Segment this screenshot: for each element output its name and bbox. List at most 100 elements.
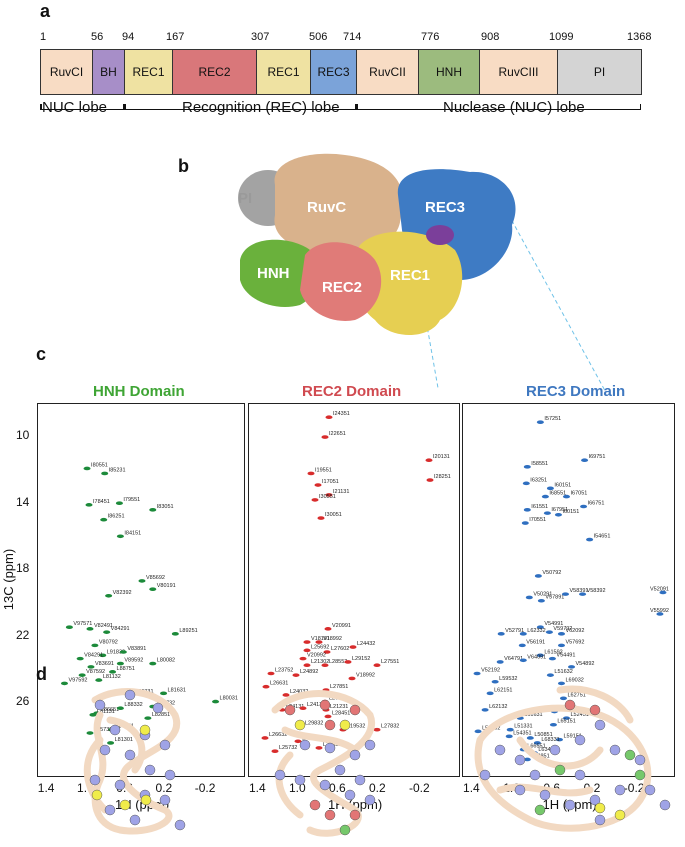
methyl-sphere bbox=[324, 719, 336, 731]
peak-label: I67951 bbox=[551, 507, 568, 513]
peak-label: L25692 bbox=[311, 644, 329, 650]
x-tick-label: 0.2 bbox=[155, 781, 173, 795]
protein-ribbon bbox=[516, 736, 604, 770]
peak-label: V18992 bbox=[323, 636, 342, 642]
nmr-peak bbox=[171, 632, 179, 636]
nmr-peak bbox=[116, 534, 124, 539]
nmr-peak bbox=[89, 713, 97, 717]
peak-label: L62332 bbox=[527, 628, 545, 634]
methyl-sphere bbox=[364, 739, 376, 751]
y-axis-label: 13C (ppm) bbox=[1, 548, 17, 611]
methyl-sphere bbox=[91, 789, 103, 801]
nmr-peak bbox=[267, 671, 275, 676]
methyl-sphere bbox=[594, 802, 606, 814]
x-tick-label: -0.2 bbox=[194, 781, 216, 795]
methyl-sphere bbox=[589, 704, 601, 716]
residue-tick: 167 bbox=[166, 31, 185, 43]
nmr-peak bbox=[537, 598, 545, 603]
nmr-peak bbox=[324, 627, 332, 631]
nmr-peak bbox=[349, 645, 357, 649]
methyl-sphere bbox=[659, 799, 671, 811]
methyl-sphere bbox=[554, 764, 566, 776]
y-tick-label: 26 bbox=[16, 694, 30, 709]
nmr-peak bbox=[321, 663, 329, 668]
peak-label: L81131 bbox=[97, 709, 115, 715]
nmr-peak bbox=[317, 516, 325, 520]
peak-label: L59151 bbox=[563, 734, 581, 740]
peak-label: V52791 bbox=[505, 628, 524, 634]
peak-label: L61631 bbox=[524, 712, 542, 718]
nmr-peak bbox=[321, 435, 329, 439]
spectrum-title: HNH Domain bbox=[93, 383, 185, 400]
spectrum-canvas: I57251 I69751 I58551 I63251 I60151 I68551 I670… bbox=[473, 416, 669, 762]
methyl-sphere bbox=[364, 794, 376, 806]
peak-label: L62751 bbox=[567, 692, 585, 698]
nmr-peak bbox=[262, 684, 270, 689]
peak-label: I60151 bbox=[562, 509, 579, 515]
domain-segment-rec3: REC3 bbox=[310, 49, 357, 95]
peak-label: L62151 bbox=[494, 687, 512, 693]
peak-label: V59792 bbox=[553, 626, 572, 632]
nmr-peak bbox=[86, 627, 94, 631]
nmr-peak bbox=[103, 630, 111, 634]
spectrum-plot: I24351 I22651 I20131 I28251 I19551 I17051 I211… bbox=[248, 403, 460, 777]
peak-label: V50291 bbox=[533, 591, 552, 597]
nmr-peak bbox=[579, 592, 587, 596]
nmr-peak bbox=[311, 498, 319, 502]
peak-label: L82851 bbox=[152, 712, 170, 718]
peak-label: V58391 bbox=[569, 588, 588, 594]
panel-label-d: d bbox=[36, 664, 47, 684]
methyl-sphere bbox=[479, 769, 491, 781]
nmr-peak bbox=[559, 696, 567, 701]
peak-label: L80031 bbox=[220, 696, 238, 702]
peak-label: I78451 bbox=[93, 499, 110, 505]
peak-label: V84291 bbox=[111, 626, 130, 632]
nmr-peak bbox=[116, 661, 124, 666]
nmr-peak bbox=[545, 630, 553, 634]
nmr-peak bbox=[282, 693, 290, 697]
lobe-label: NUC lobe bbox=[42, 99, 108, 116]
nmr-peak bbox=[526, 736, 534, 740]
peak-label: V89592 bbox=[124, 658, 143, 664]
lobe-bracket bbox=[40, 98, 124, 110]
peak-label: L50851 bbox=[534, 732, 552, 738]
methyl-sphere bbox=[294, 774, 306, 786]
peak-label: I68551 bbox=[549, 491, 566, 497]
x-tick-label: 1.4 bbox=[463, 781, 480, 795]
structure-label-pi: PI bbox=[238, 190, 252, 207]
residue-tick: 1099 bbox=[549, 31, 574, 43]
peak-label: V85692 bbox=[146, 575, 165, 581]
peak-label: L24432 bbox=[357, 641, 375, 647]
peak-label: L80082 bbox=[157, 658, 175, 664]
nmr-peak bbox=[261, 736, 269, 740]
peak-label: I61551 bbox=[531, 504, 548, 510]
nmr-peak bbox=[586, 537, 594, 542]
peak-label: I83051 bbox=[157, 504, 174, 510]
nmr-peak bbox=[536, 653, 544, 658]
peak-label: L89251 bbox=[179, 628, 197, 634]
domain-segment-pi: PI bbox=[557, 49, 642, 95]
nmr-peak bbox=[580, 504, 588, 509]
peak-label: I17051 bbox=[322, 479, 339, 485]
peak-label: V57891 bbox=[545, 595, 564, 601]
nmr-peak bbox=[543, 511, 551, 515]
methyl-sphere bbox=[124, 689, 136, 701]
peak-label: L24132 bbox=[307, 702, 325, 708]
nmr-peak bbox=[522, 481, 530, 486]
nmr-peak bbox=[505, 734, 513, 739]
peak-label: V52192 bbox=[481, 667, 500, 673]
methyl-sphere bbox=[349, 749, 361, 761]
methyl-sphere bbox=[89, 774, 101, 786]
methyl-sphere bbox=[574, 769, 586, 781]
x-tick-label: 0.2 bbox=[369, 781, 386, 795]
peak-label: I84151 bbox=[124, 530, 141, 536]
methyl-sphere bbox=[104, 804, 116, 816]
peak-label: I69751 bbox=[589, 454, 606, 460]
methyl-sphere bbox=[549, 744, 561, 756]
peak-label: V80792 bbox=[99, 639, 118, 645]
nmr-peak bbox=[299, 656, 307, 661]
peak-label: L62132 bbox=[489, 704, 507, 710]
nmr-peak bbox=[99, 653, 107, 658]
nmr-peak bbox=[115, 501, 123, 505]
nmr-peak bbox=[555, 737, 563, 742]
